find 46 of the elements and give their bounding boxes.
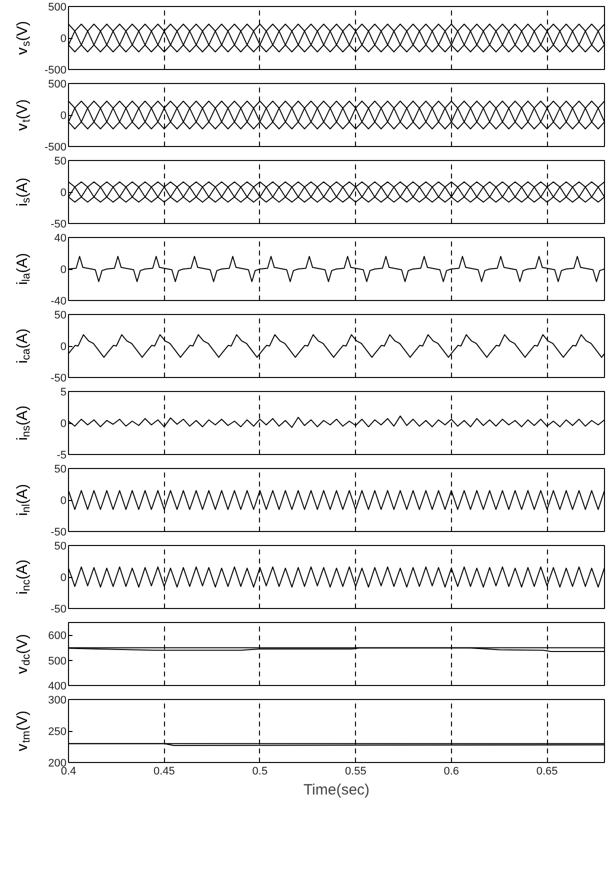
y-tick-label: 0	[60, 264, 67, 276]
y-axis-title: ins(A)	[14, 405, 32, 440]
y-tick-label: -500	[44, 64, 67, 76]
y-axis-title: ila(A)	[14, 253, 32, 285]
y-axis-title: vdc(V)	[14, 634, 32, 674]
y-tick-label: 0	[60, 33, 67, 45]
y-tick-label: 0	[60, 187, 67, 199]
y-axis-title: is(A)	[14, 178, 32, 206]
x-tick-label: 0.5	[252, 766, 268, 778]
y-tick-label: 300	[48, 694, 67, 706]
y-tick-label: 500	[48, 655, 67, 668]
y-tick-label: 0	[60, 110, 67, 122]
y-tick-label: -500	[44, 142, 67, 154]
y-tick-label: 250	[48, 726, 67, 738]
y-tick-label: 0	[60, 418, 67, 430]
y-axis-title: ica(A)	[14, 328, 32, 364]
y-axis-title: vt(V)	[14, 99, 32, 131]
y-tick-label: 5	[60, 386, 67, 398]
x-tick-label: 0.55	[344, 766, 366, 778]
y-tick-label: 400	[48, 680, 67, 692]
y-tick-label: 500	[48, 78, 67, 90]
y-axis-title: inl(A)	[14, 484, 32, 516]
y-tick-label: -40	[50, 296, 67, 308]
y-tick-label: -50	[50, 218, 67, 230]
y-tick-label: 500	[48, 2, 67, 14]
y-tick-label: 0	[60, 495, 67, 507]
x-tick-label: 0.65	[536, 766, 558, 778]
y-tick-label: 50	[54, 540, 67, 552]
y-tick-label: 50	[54, 310, 67, 322]
y-tick-label: 0	[60, 341, 67, 353]
y-axis-title: vs(V)	[14, 21, 32, 55]
y-tick-label: -5	[56, 450, 66, 462]
y-tick-label: 600	[48, 630, 67, 642]
y-tick-label: 0	[60, 572, 67, 584]
x-tick-label: 0.6	[444, 766, 460, 778]
y-tick-label: 40	[54, 232, 67, 244]
y-tick-label: 50	[54, 464, 67, 476]
y-tick-label: 50	[54, 156, 67, 168]
x-tick-label: 0.45	[154, 766, 175, 778]
y-axis-title: vtm(V)	[14, 710, 32, 752]
x-axis-title: Time(sec)	[303, 782, 370, 798]
y-tick-label: -50	[50, 526, 67, 538]
y-tick-label: -50	[50, 604, 67, 616]
y-axis-title: inc(A)	[14, 559, 32, 594]
y-tick-label: -50	[50, 372, 67, 384]
x-tick-label: 0.4	[60, 766, 76, 778]
